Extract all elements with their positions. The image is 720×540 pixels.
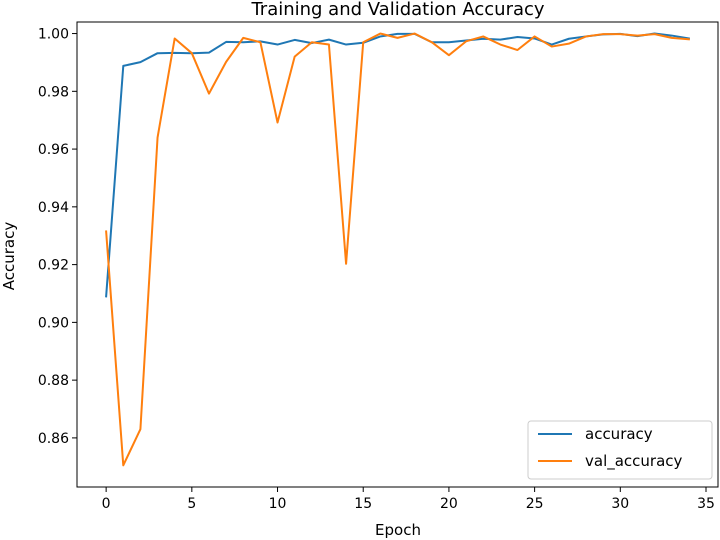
x-tick-label: 15	[354, 496, 372, 512]
x-tick-label: 10	[269, 496, 287, 512]
plot-frame	[76, 21, 719, 488]
x-tick-label: 0	[102, 496, 111, 512]
y-axis-ticks: 0.86 0.88 0.90 0.92 0.94 0.96 0.98 1.00	[38, 27, 77, 447]
y-tick-label: 0.92	[38, 258, 69, 274]
x-tick-label: 30	[611, 496, 629, 512]
plot-lines	[105, 32, 691, 467]
y-tick-label: 0.86	[38, 431, 69, 447]
x-axis-label: Epoch	[375, 521, 421, 539]
chart-title: Training and Validation Accuracy	[250, 0, 544, 20]
x-axis-ticks: 0 5 10 15 20 25 30 35	[102, 487, 715, 512]
y-tick-label: 0.94	[38, 200, 69, 216]
y-tick-label: 1.00	[38, 27, 69, 43]
legend-label-val-accuracy: val_accuracy	[585, 452, 683, 471]
y-tick-label: 0.90	[38, 315, 69, 331]
x-tick-label: 20	[440, 496, 458, 512]
x-tick-label: 5	[187, 496, 196, 512]
y-tick-label: 0.88	[38, 373, 69, 389]
x-tick-label: 25	[526, 496, 544, 512]
y-axis-label: Accuracy	[0, 222, 18, 291]
x-tick-label: 35	[697, 496, 715, 512]
legend-box	[527, 420, 713, 480]
legend: accuracy val_accuracy	[527, 420, 713, 480]
y-tick-label: 0.96	[38, 142, 69, 158]
series-line-val-accuracy	[105, 32, 690, 467]
legend-label-accuracy: accuracy	[585, 425, 653, 443]
y-tick-label: 0.98	[38, 84, 69, 100]
